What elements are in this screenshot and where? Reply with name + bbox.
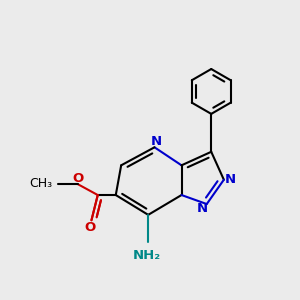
- Text: CH₃: CH₃: [30, 177, 53, 190]
- Text: N: N: [196, 202, 207, 215]
- Text: N: N: [225, 173, 236, 186]
- Text: N: N: [150, 135, 161, 148]
- Text: O: O: [85, 220, 96, 233]
- Text: O: O: [72, 172, 84, 185]
- Text: NH₂: NH₂: [133, 249, 161, 262]
